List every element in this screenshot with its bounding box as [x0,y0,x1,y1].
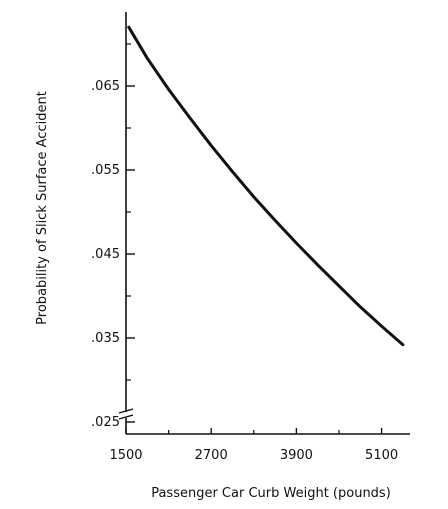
x-tick-label: 1500 [109,448,142,463]
x-tick-label: 3900 [280,448,313,463]
x-axis-label: Passenger Car Curb Weight (pounds) [151,486,391,501]
y-tick-label: .025 [91,415,120,430]
y-tick-label: .055 [91,163,120,178]
y-tick-label: .045 [91,247,120,262]
y-axis-label: Probability of Slick Surface Accident [35,91,50,325]
x-tick-label: 2700 [195,448,228,463]
series-line [127,25,405,347]
x-tick-label: 5100 [365,448,398,463]
axis-break-mark [118,408,134,420]
y-tick-label: .035 [91,331,120,346]
y-tick-label: .065 [91,79,120,94]
